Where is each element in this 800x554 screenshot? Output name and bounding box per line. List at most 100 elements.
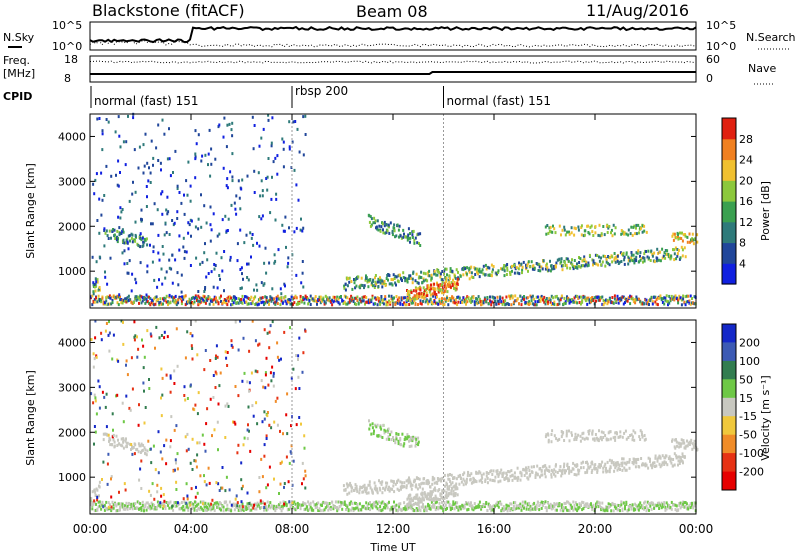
power-cell [283, 296, 286, 300]
power-cell [301, 260, 304, 263]
velocity-cell [391, 505, 394, 509]
velocity-cell [146, 449, 149, 453]
velocity-cell [418, 505, 421, 509]
power-cell [338, 302, 341, 306]
velocity-cell [664, 508, 667, 512]
power-cell [213, 295, 216, 299]
velocity-cell [180, 501, 183, 504]
power-cell [689, 240, 691, 244]
velocity-cell [658, 501, 661, 505]
velocity-cell [481, 480, 484, 484]
velocity-cell [138, 501, 140, 505]
velocity-cell [285, 455, 288, 459]
power-cell [260, 296, 263, 300]
power-cell [628, 259, 631, 263]
power-cell [521, 268, 524, 272]
freq-label-top: Freq. [3, 54, 30, 67]
power-cell [391, 230, 394, 234]
power-cell [416, 281, 419, 285]
power-cell [518, 302, 520, 306]
velocity-cell [406, 507, 409, 511]
power-cell [401, 279, 403, 282]
velocity-cell [355, 487, 358, 491]
velocity-cell [399, 507, 402, 511]
velocity-cell [278, 503, 281, 507]
power-cell [326, 296, 329, 300]
velocity-cell [587, 432, 590, 436]
power-cell [555, 303, 558, 307]
velocity-cell [643, 434, 646, 437]
velocity-cell [97, 379, 100, 383]
power-cell [691, 301, 693, 305]
power-cell [126, 299, 129, 303]
velocity-cell [197, 506, 200, 510]
power-cell [158, 258, 161, 262]
power-cell [136, 297, 139, 301]
velocity-cell [263, 328, 266, 332]
power-cell [632, 225, 635, 229]
velocity-cell [249, 508, 252, 512]
velocity-cell [568, 439, 571, 443]
velocity-cell [636, 507, 639, 511]
velocity-cell [261, 475, 264, 479]
power-cell [365, 300, 368, 304]
power-cell [134, 277, 137, 281]
velocity-cell [243, 371, 246, 375]
velocity-cell [365, 486, 368, 490]
velocity-cell [104, 329, 107, 333]
power-cell [680, 298, 683, 302]
power-cell [571, 263, 574, 267]
velocity-cell [144, 406, 147, 409]
power-cell [568, 301, 571, 305]
velocity-cell [691, 504, 693, 508]
power-cell [210, 162, 213, 166]
velocity-cell [535, 471, 538, 475]
power-cell [425, 291, 428, 295]
power-cell [540, 297, 543, 301]
power-cell [422, 295, 425, 299]
velocity-cell [142, 443, 145, 447]
velocity-cell [421, 494, 424, 498]
power-cell [620, 260, 623, 263]
velocity-cell [165, 462, 168, 466]
power-cell [344, 288, 347, 292]
velocity-cell [309, 505, 312, 509]
velocity-cell [442, 496, 444, 500]
power-cell [406, 294, 409, 298]
velocity-cell [669, 459, 672, 463]
power-cell [456, 295, 459, 299]
count-tick-bottom-right: 10^0 [706, 40, 736, 53]
velocity-cell [560, 474, 563, 478]
power-cell [146, 264, 149, 268]
velocity-cell [691, 501, 693, 505]
velocity-cell [98, 406, 101, 410]
velocity-cell [408, 505, 411, 509]
power-cell [560, 260, 563, 264]
velocity-cell [649, 459, 651, 463]
power-cell [587, 263, 590, 267]
power-cell [169, 301, 172, 305]
nsearch-trace [89, 39, 697, 48]
velocity-cell [584, 505, 587, 508]
velocity-cell [486, 476, 489, 480]
power-cell [95, 296, 97, 300]
power-cell [258, 215, 261, 219]
velocity-cell [292, 459, 295, 463]
velocity-cell [512, 501, 515, 505]
velocity-cell [122, 420, 125, 424]
velocity-cell [169, 500, 172, 504]
velocity-cell [316, 502, 318, 506]
power-cell [605, 224, 608, 228]
velocity-cell [119, 443, 122, 447]
power-cell [167, 210, 170, 214]
velocity-cell [685, 507, 688, 511]
velocity-cell [380, 427, 383, 431]
power-cell [270, 141, 273, 145]
velocity-cell [179, 507, 182, 511]
power-cell [648, 303, 650, 306]
velocity-cell [528, 501, 531, 505]
power-cell [630, 258, 633, 262]
velocity-cell [92, 502, 95, 506]
velocity-cell [626, 460, 629, 464]
power-cell [121, 228, 124, 232]
